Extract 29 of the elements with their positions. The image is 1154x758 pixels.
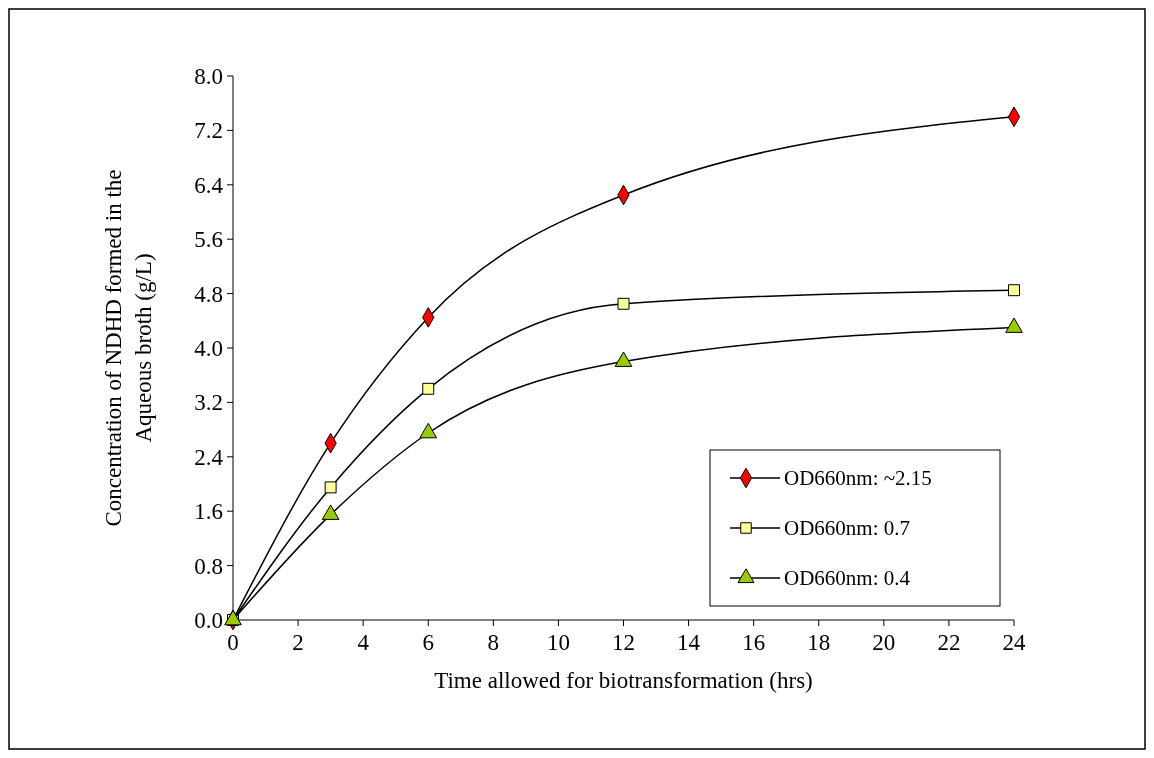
y-tick-label: 7.2 bbox=[194, 118, 223, 144]
x-tick-label: 18 bbox=[807, 630, 831, 655]
x-tick-label: 4 bbox=[357, 630, 370, 655]
x-tick-label: 6 bbox=[422, 630, 434, 655]
y-tick-label: 0.8 bbox=[194, 553, 223, 579]
y-tick-label: 5.6 bbox=[194, 227, 223, 253]
legend-label: OD660nm: 0.7 bbox=[784, 516, 910, 541]
y-tick-label: 2.4 bbox=[194, 444, 224, 470]
x-tick-label: 22 bbox=[937, 630, 961, 655]
y-tick-label: 6.4 bbox=[194, 172, 224, 198]
legend-label: OD660nm: ~2.15 bbox=[784, 466, 932, 491]
y-tick-label: 4.0 bbox=[194, 336, 223, 362]
x-axis-title: Time allowed for biotransformation (hrs) bbox=[434, 668, 813, 693]
x-tick-label: 16 bbox=[742, 630, 766, 655]
x-tick-label: 12 bbox=[612, 630, 635, 655]
y-tick-label: 3.2 bbox=[194, 390, 223, 416]
legend-label: OD660nm: 0.4 bbox=[784, 566, 911, 591]
y-axis-title: Concentration of NDHD formed in the Aqueous broth (g/L) bbox=[101, 169, 156, 527]
x-tick-label: 24 bbox=[1002, 630, 1026, 655]
y-tick-label: 8.0 bbox=[194, 64, 223, 90]
x-tick-label: 14 bbox=[677, 630, 701, 655]
y-tick-label: 0.0 bbox=[194, 608, 223, 634]
y-tick-label: 4.8 bbox=[194, 281, 223, 307]
x-tick-label: 20 bbox=[872, 630, 896, 655]
x-tick-label: 2 bbox=[292, 630, 304, 655]
x-tick-label: 10 bbox=[546, 630, 570, 655]
x-tick-label: 0 bbox=[227, 630, 239, 655]
y-tick-label: 1.6 bbox=[194, 499, 223, 525]
x-tick-label: 8 bbox=[487, 630, 500, 655]
